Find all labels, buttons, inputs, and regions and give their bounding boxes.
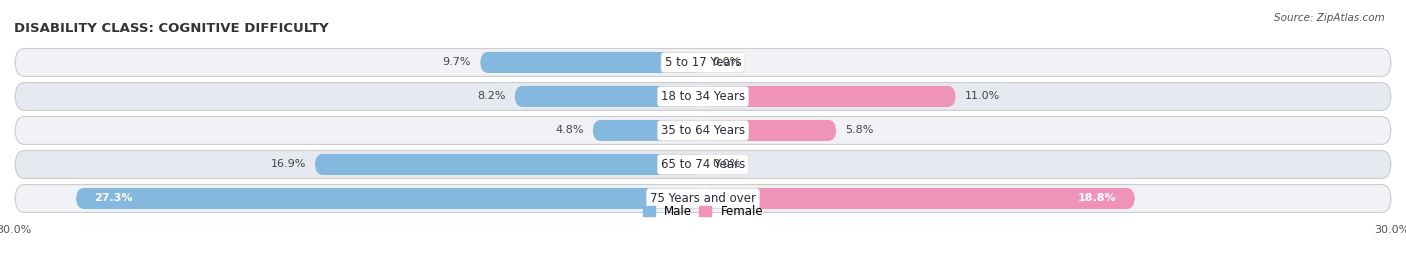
FancyBboxPatch shape [15,116,1391,144]
FancyBboxPatch shape [703,86,956,107]
Text: DISABILITY CLASS: COGNITIVE DIFFICULTY: DISABILITY CLASS: COGNITIVE DIFFICULTY [14,22,329,35]
FancyBboxPatch shape [315,154,703,175]
FancyBboxPatch shape [481,52,703,73]
FancyBboxPatch shape [15,48,1391,76]
Text: 27.3%: 27.3% [94,193,134,203]
Text: 65 to 74 Years: 65 to 74 Years [661,158,745,171]
Text: Source: ZipAtlas.com: Source: ZipAtlas.com [1274,13,1385,23]
FancyBboxPatch shape [703,120,837,141]
FancyBboxPatch shape [515,86,703,107]
Legend: Male, Female: Male, Female [643,205,763,218]
Text: 8.2%: 8.2% [477,91,506,101]
FancyBboxPatch shape [76,188,703,209]
Text: 11.0%: 11.0% [965,91,1000,101]
Text: 5 to 17 Years: 5 to 17 Years [665,56,741,69]
Text: 9.7%: 9.7% [443,58,471,68]
Text: 35 to 64 Years: 35 to 64 Years [661,124,745,137]
Text: 18 to 34 Years: 18 to 34 Years [661,90,745,103]
Text: 16.9%: 16.9% [270,160,305,169]
Text: 75 Years and over: 75 Years and over [650,192,756,205]
FancyBboxPatch shape [15,151,1391,178]
Text: 0.0%: 0.0% [713,160,741,169]
Text: 4.8%: 4.8% [555,125,583,136]
Text: 18.8%: 18.8% [1078,193,1116,203]
FancyBboxPatch shape [15,83,1391,110]
FancyBboxPatch shape [593,120,703,141]
FancyBboxPatch shape [15,185,1391,213]
FancyBboxPatch shape [703,188,1135,209]
Text: 5.8%: 5.8% [845,125,873,136]
Text: 0.0%: 0.0% [713,58,741,68]
